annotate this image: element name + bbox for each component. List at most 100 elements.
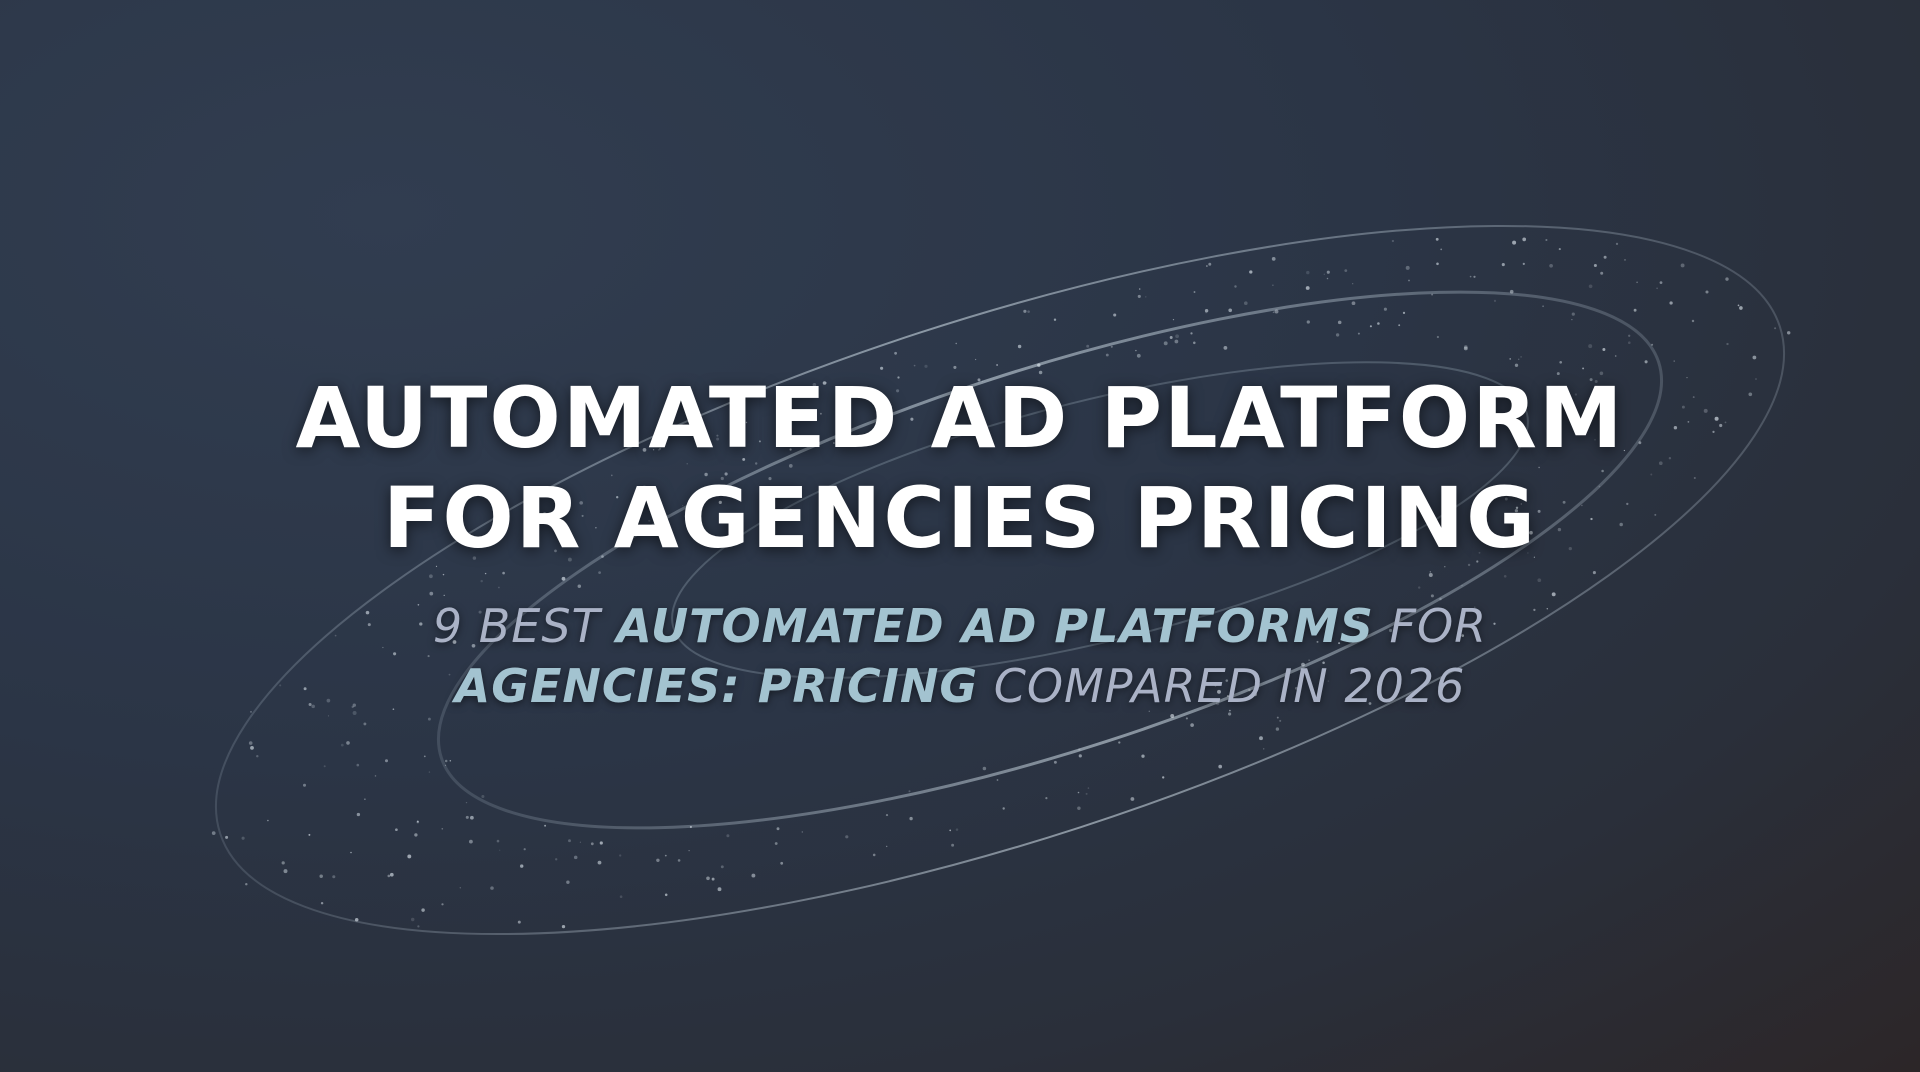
star <box>1558 248 1561 251</box>
star <box>880 366 884 370</box>
star <box>845 404 848 407</box>
star <box>1174 339 1179 344</box>
star <box>1474 606 1476 608</box>
star <box>716 437 720 441</box>
star <box>1478 551 1481 554</box>
subtitle-line: AGENCIES: PRICING COMPARED IN 2026 <box>0 656 1920 716</box>
star <box>724 472 728 476</box>
star <box>499 849 501 851</box>
star <box>449 759 452 762</box>
star <box>1533 556 1535 558</box>
star <box>1533 608 1536 612</box>
star <box>1522 262 1525 266</box>
star <box>1190 332 1193 335</box>
star <box>1658 461 1663 466</box>
star <box>908 790 911 793</box>
star <box>1078 754 1082 758</box>
star <box>1538 466 1540 469</box>
star <box>658 449 660 451</box>
star <box>1588 344 1593 349</box>
star <box>498 586 500 589</box>
star <box>686 463 688 465</box>
star <box>1469 275 1472 278</box>
star <box>1628 334 1631 337</box>
star <box>1461 634 1465 637</box>
star <box>1537 578 1542 583</box>
star <box>1686 377 1688 379</box>
star <box>924 364 928 368</box>
title: AUTOMATED AD PLATFORM FOR AGENCIES PRICI… <box>0 368 1920 568</box>
star <box>1703 408 1708 413</box>
star <box>573 855 578 860</box>
star <box>1520 356 1522 358</box>
star <box>1602 348 1606 351</box>
star <box>1615 242 1619 246</box>
star <box>1614 355 1617 357</box>
star <box>429 591 434 596</box>
star <box>1515 506 1519 509</box>
star <box>1244 301 1248 305</box>
star <box>1571 312 1575 316</box>
star <box>1344 269 1348 272</box>
star <box>535 506 539 509</box>
star <box>1368 702 1372 705</box>
star <box>1279 719 1282 722</box>
star <box>720 476 724 481</box>
star <box>490 886 494 890</box>
star <box>1408 279 1410 282</box>
star <box>1542 305 1544 308</box>
subtitle-line: 9 BEST AUTOMATED AD PLATFORMS FOR <box>0 596 1920 656</box>
star <box>256 754 259 758</box>
star <box>897 376 900 379</box>
star <box>444 759 448 763</box>
star <box>720 865 724 869</box>
star <box>1262 748 1265 750</box>
star <box>581 514 584 517</box>
star <box>913 364 916 367</box>
star <box>334 634 337 637</box>
star <box>1077 791 1080 794</box>
star <box>352 703 356 707</box>
star <box>1357 332 1360 335</box>
star <box>478 610 482 614</box>
star <box>1225 679 1229 682</box>
star <box>598 571 601 574</box>
star <box>754 462 758 465</box>
star <box>480 579 483 583</box>
star <box>1537 509 1541 513</box>
star <box>1463 345 1468 349</box>
star <box>1692 396 1695 399</box>
star <box>568 839 571 843</box>
star <box>726 834 730 838</box>
star <box>468 839 473 844</box>
star <box>1691 319 1695 323</box>
star <box>1522 237 1527 242</box>
star <box>1509 358 1511 360</box>
star <box>717 887 722 892</box>
star <box>776 827 780 831</box>
star <box>1276 716 1279 719</box>
star <box>833 442 835 444</box>
star <box>416 820 420 824</box>
star <box>1557 527 1562 532</box>
star <box>1681 405 1685 409</box>
star <box>428 771 431 773</box>
star <box>982 380 984 383</box>
star <box>982 766 987 771</box>
star <box>1545 238 1548 242</box>
star <box>1444 566 1446 568</box>
star <box>414 833 418 837</box>
star <box>1205 311 1207 314</box>
star <box>878 426 881 429</box>
star <box>1435 237 1439 241</box>
star <box>1391 239 1395 243</box>
star <box>1582 367 1585 370</box>
star <box>225 835 229 839</box>
star <box>452 640 457 644</box>
star <box>1301 662 1305 667</box>
star <box>664 893 668 897</box>
star <box>1305 286 1310 290</box>
subtitle-segment: 9 BEST <box>432 599 601 653</box>
star <box>1623 449 1626 452</box>
